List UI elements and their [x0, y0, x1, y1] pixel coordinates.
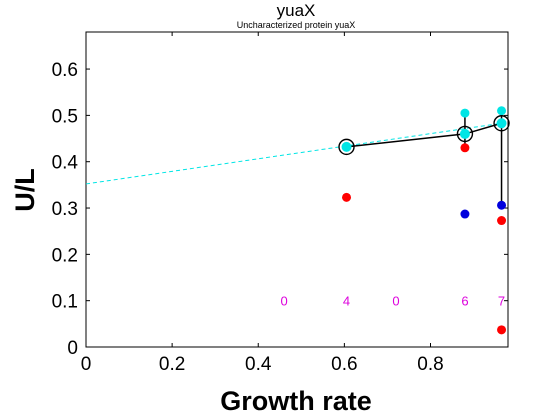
mean-point: [456, 125, 474, 143]
count-label: 4: [343, 294, 350, 309]
mean-point-fill: [496, 118, 507, 129]
y-tick-label: 0.4: [52, 153, 79, 174]
red-point: [497, 216, 507, 226]
x-tick-label: 0.2: [159, 354, 185, 375]
chart-title: yuaX: [277, 1, 316, 20]
axes-box: [85, 31, 509, 348]
mean-point: [493, 115, 510, 132]
y-tick-label: 0.5: [52, 106, 78, 127]
blue-point: [497, 200, 507, 210]
x-tick-label: 0: [81, 354, 92, 375]
x-tick-label: 0.6: [331, 354, 357, 375]
blue-point: [460, 209, 470, 219]
data-marks: 0 4 0 6 7: [85, 106, 510, 335]
red-point: [342, 192, 352, 202]
y-axis-label: U/L: [10, 168, 40, 212]
mean-point: [338, 138, 355, 156]
fit-line: [85, 122, 502, 185]
y-tick-label: 0.2: [52, 245, 78, 266]
red-point: [460, 143, 470, 153]
count-label: 6: [461, 294, 468, 309]
cyan-point: [497, 106, 507, 116]
y-tick-label: 0.1: [52, 292, 78, 313]
x-tick-label: 0.8: [417, 354, 443, 375]
count-label: 0: [392, 294, 399, 309]
chart-subtitle: Uncharacterized protein yuaX: [237, 20, 356, 30]
cyan-point: [460, 108, 470, 118]
red-point: [497, 325, 507, 335]
y-tick-label: 0.6: [52, 60, 78, 81]
mean-point-fill: [341, 141, 352, 152]
count-label: 7: [498, 294, 505, 309]
plot-area: 0 0.2 0.4 0.6 0.8 0 0.1 0.2 0.3 0.4 0.5 0.6: [52, 31, 509, 375]
x-axis-label: Growth rate: [220, 386, 372, 416]
y-tick-label: 0.3: [52, 199, 78, 220]
y-tick-label: 0: [67, 338, 78, 359]
mean-point-fill: [459, 128, 470, 139]
count-label: 0: [280, 294, 287, 309]
x-tick-label: 0.4: [245, 354, 272, 375]
mean-line: [346, 122, 502, 148]
